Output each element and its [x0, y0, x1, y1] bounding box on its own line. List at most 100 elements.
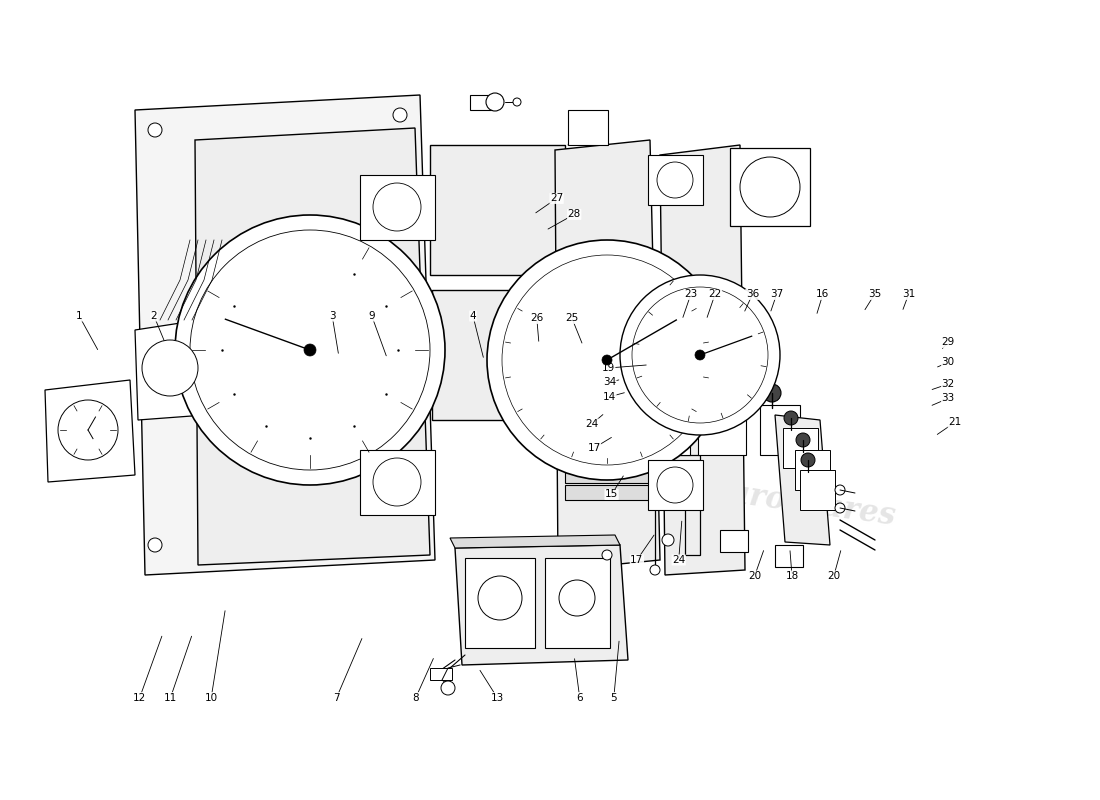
- Polygon shape: [660, 145, 745, 575]
- Circle shape: [393, 108, 407, 122]
- Text: 37: 37: [770, 290, 783, 299]
- Circle shape: [740, 157, 800, 217]
- Circle shape: [566, 399, 584, 417]
- Text: 35: 35: [868, 290, 881, 299]
- Circle shape: [373, 183, 421, 231]
- Text: 12: 12: [133, 693, 146, 702]
- Text: 26: 26: [530, 314, 543, 323]
- Text: 14: 14: [603, 392, 616, 402]
- Circle shape: [148, 123, 162, 137]
- Bar: [544, 558, 610, 648]
- Text: 24: 24: [672, 555, 685, 565]
- Text: 5: 5: [610, 693, 617, 702]
- Circle shape: [502, 255, 712, 465]
- Circle shape: [610, 394, 629, 412]
- Circle shape: [662, 534, 674, 546]
- Text: 4: 4: [470, 311, 476, 321]
- Bar: [795, 450, 830, 490]
- Circle shape: [175, 215, 446, 485]
- Polygon shape: [455, 545, 628, 665]
- Text: 17: 17: [630, 555, 644, 565]
- Polygon shape: [45, 380, 135, 482]
- Text: 28: 28: [568, 210, 581, 219]
- Text: 8: 8: [412, 693, 419, 702]
- Circle shape: [441, 681, 455, 695]
- Circle shape: [486, 93, 504, 111]
- Text: 25: 25: [565, 314, 579, 323]
- Text: 23: 23: [684, 290, 697, 299]
- Bar: [605, 415, 643, 463]
- Text: 36: 36: [746, 290, 759, 299]
- Bar: [430, 668, 452, 680]
- Bar: [470, 95, 492, 110]
- Circle shape: [632, 287, 768, 423]
- Circle shape: [398, 533, 412, 547]
- Text: 17: 17: [587, 443, 601, 453]
- Text: 6: 6: [576, 693, 583, 702]
- Circle shape: [835, 485, 845, 495]
- Text: 21: 21: [948, 418, 961, 427]
- Text: 22: 22: [708, 290, 722, 299]
- Text: 11: 11: [164, 693, 177, 702]
- Polygon shape: [776, 415, 830, 545]
- Polygon shape: [195, 128, 430, 565]
- Bar: [360, 175, 434, 240]
- Text: eurospares: eurospares: [707, 475, 899, 533]
- Bar: [648, 460, 703, 510]
- Polygon shape: [556, 140, 660, 570]
- Bar: [776, 545, 803, 567]
- Text: 9: 9: [368, 311, 375, 321]
- Text: 20: 20: [827, 571, 840, 581]
- Polygon shape: [450, 535, 620, 548]
- Text: 2: 2: [151, 311, 157, 321]
- Circle shape: [513, 98, 521, 106]
- Circle shape: [190, 230, 430, 470]
- Bar: [730, 148, 810, 226]
- Circle shape: [653, 384, 671, 402]
- Circle shape: [304, 344, 316, 356]
- Bar: [720, 530, 748, 552]
- Text: 7: 7: [333, 693, 340, 702]
- Text: 20: 20: [748, 571, 761, 581]
- Bar: [432, 290, 565, 420]
- Circle shape: [58, 400, 118, 460]
- Circle shape: [620, 275, 780, 435]
- Polygon shape: [640, 455, 700, 555]
- Text: 13: 13: [491, 693, 504, 702]
- Text: 31: 31: [902, 290, 915, 299]
- Text: 30: 30: [942, 358, 955, 367]
- Text: eurospares: eurospares: [195, 100, 421, 172]
- Bar: [698, 400, 746, 455]
- Bar: [783, 428, 818, 468]
- Bar: [465, 558, 535, 648]
- Text: 19: 19: [602, 363, 615, 373]
- Circle shape: [835, 503, 845, 513]
- Circle shape: [559, 580, 595, 616]
- Text: 33: 33: [942, 394, 955, 403]
- Bar: [565, 485, 660, 500]
- Circle shape: [796, 433, 810, 447]
- Bar: [568, 110, 608, 145]
- Text: 32: 32: [942, 379, 955, 389]
- Circle shape: [602, 550, 612, 560]
- Bar: [430, 145, 565, 275]
- Text: 1: 1: [76, 311, 82, 321]
- Circle shape: [763, 384, 781, 402]
- Circle shape: [657, 162, 693, 198]
- Bar: [650, 405, 690, 455]
- Circle shape: [487, 240, 727, 480]
- Polygon shape: [135, 95, 435, 575]
- Circle shape: [148, 538, 162, 552]
- Bar: [760, 405, 800, 455]
- Circle shape: [142, 340, 198, 396]
- Bar: [648, 155, 703, 205]
- Circle shape: [650, 565, 660, 575]
- Circle shape: [602, 355, 612, 365]
- Circle shape: [650, 450, 660, 460]
- Text: 15: 15: [605, 490, 618, 499]
- Text: 29: 29: [942, 338, 955, 347]
- Bar: [800, 470, 835, 510]
- Polygon shape: [135, 320, 205, 420]
- Text: 34: 34: [603, 378, 616, 387]
- Circle shape: [373, 458, 421, 506]
